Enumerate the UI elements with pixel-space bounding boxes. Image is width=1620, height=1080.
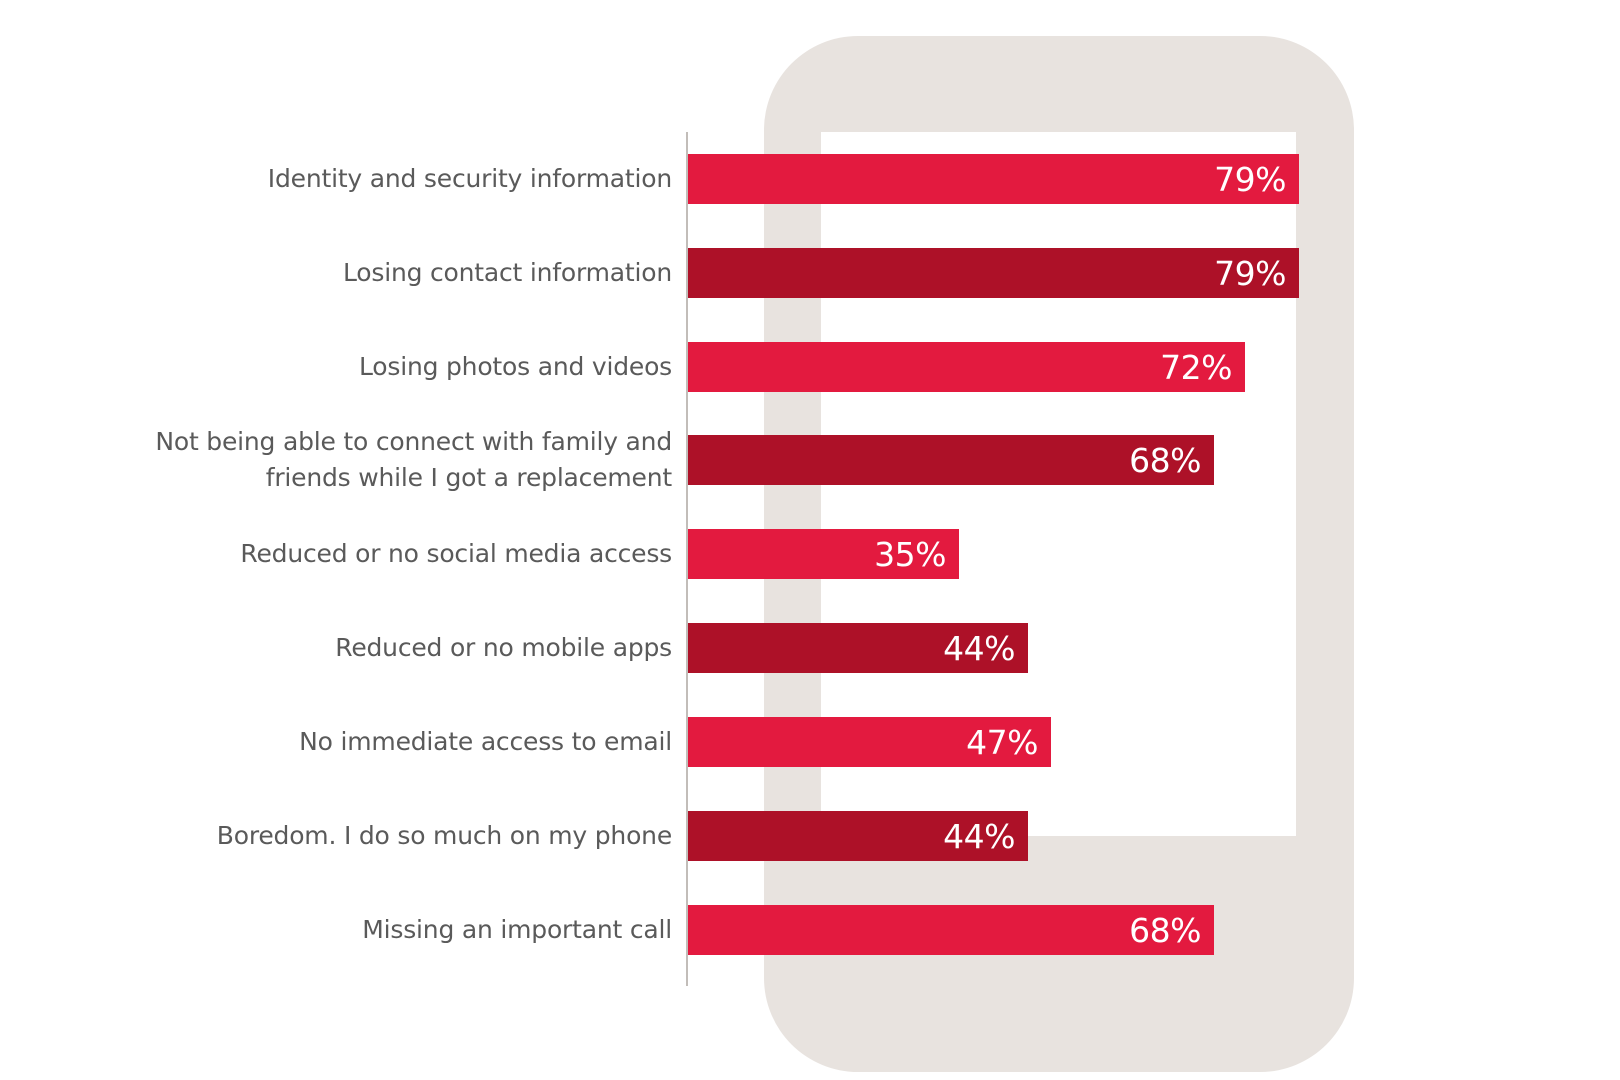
bar: 72%: [688, 342, 1245, 392]
category-label: Losing contact information: [342, 258, 672, 287]
bar: 68%: [688, 435, 1214, 485]
category-label: Missing an important call: [362, 915, 672, 944]
bar-value-label: 79%: [1214, 253, 1286, 293]
category-label: Boredom. I do so much on my phone: [216, 821, 672, 850]
bar-value-label: 47%: [966, 722, 1038, 762]
category-label: Identity and security information: [267, 164, 672, 193]
bar-value-label: 35%: [874, 534, 946, 574]
category-axis-line: [686, 132, 688, 986]
bar-value-label: 72%: [1160, 347, 1232, 387]
category-label: Not being able to connect with family an…: [155, 427, 672, 492]
category-label: Losing photos and videos: [359, 352, 672, 381]
bar-value-label: 79%: [1214, 159, 1286, 199]
category-label: No immediate access to email: [299, 727, 672, 756]
bar: 47%: [688, 717, 1051, 767]
bar-value-label: 68%: [1129, 910, 1201, 950]
bar: 44%: [688, 811, 1028, 861]
bar: 44%: [688, 623, 1028, 673]
bar-value-label: 44%: [943, 816, 1015, 856]
bar: 79%: [688, 248, 1299, 298]
category-label: Reduced or no mobile apps: [335, 633, 672, 662]
bar: 79%: [688, 154, 1299, 204]
category-label: Reduced or no social media access: [240, 539, 672, 568]
bar-value-label: 68%: [1129, 440, 1201, 480]
bar: 68%: [688, 905, 1214, 955]
bar-value-label: 44%: [943, 628, 1015, 668]
bar: 35%: [688, 529, 959, 579]
